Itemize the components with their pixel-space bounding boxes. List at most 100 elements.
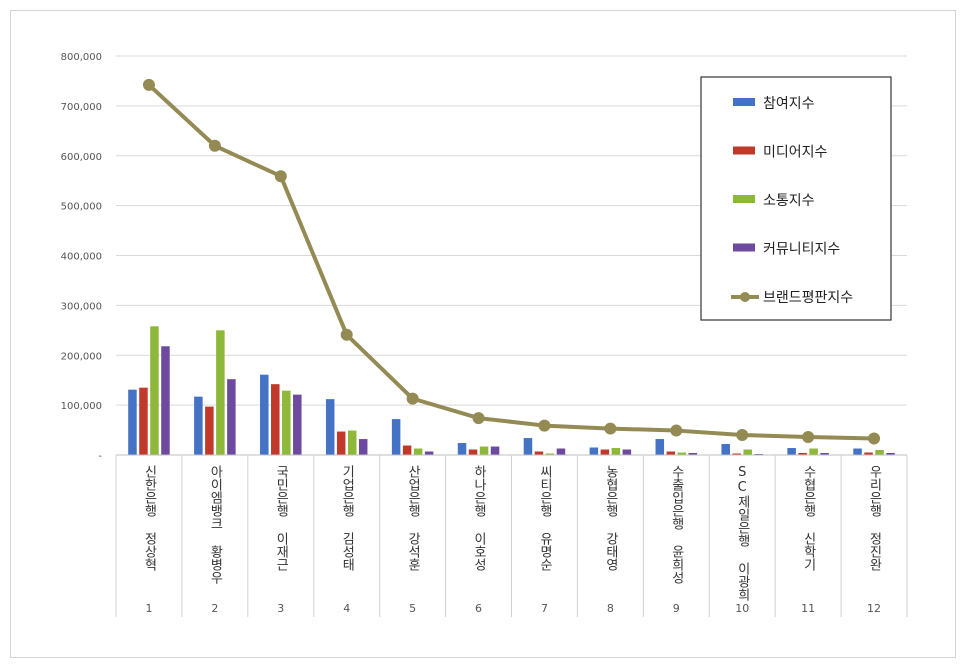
bar-커뮤니티지수 xyxy=(688,453,698,455)
gridlines xyxy=(116,55,907,406)
bar-커뮤니티지수 xyxy=(820,453,829,455)
bar-참여지수 xyxy=(457,443,467,455)
category-number: 2 xyxy=(211,602,218,615)
category-number: 12 xyxy=(867,602,881,615)
y-axis: - 100,000 200,000 300,000 400,000 500,000 600,… xyxy=(61,52,103,462)
bar-미디어지수 xyxy=(402,445,412,455)
y-tick-label: 300,000 xyxy=(61,301,102,312)
bar-커뮤니티지수 xyxy=(424,451,434,455)
bar-미디어지수 xyxy=(798,453,807,455)
chart-frame: - 100,000 200,000 300,000 400,000 500,000 600,… xyxy=(10,10,956,658)
y-tick-label: 100,000 xyxy=(61,401,102,412)
bar-참여지수 xyxy=(128,389,137,455)
legend-label: 소통지수 xyxy=(763,193,815,209)
line-point xyxy=(472,412,485,425)
line-point xyxy=(538,419,551,432)
x-axis: 신한은행 정상혁 1 아이엠뱅크 황병우 2 국민은행 이재근 3 기업은행 김성태 4 산업은… xyxy=(115,454,908,617)
line-path xyxy=(147,83,875,441)
bar-커뮤니티지수 xyxy=(358,439,368,455)
bar-소통지수 xyxy=(875,450,884,455)
bar-커뮤니티지수 xyxy=(556,448,566,455)
category-number: 1 xyxy=(145,602,152,615)
bar-소통지수 xyxy=(347,430,357,455)
line-point xyxy=(340,328,353,341)
bar-소통지수 xyxy=(611,448,621,455)
category-number: 10 xyxy=(735,602,749,615)
line-point xyxy=(274,170,287,183)
bar-미디어지수 xyxy=(534,451,544,455)
line-point xyxy=(406,392,419,405)
category-label: 기업은행 김성태 xyxy=(339,465,354,571)
category-label: 국민은행 이재근 xyxy=(273,465,288,571)
legend-box xyxy=(700,76,892,321)
bar-참여지수 xyxy=(589,447,599,455)
category-label: 하나은행 이호성 xyxy=(471,465,486,571)
bar-미디어지수 xyxy=(271,384,280,455)
y-tick-label: 800,000 xyxy=(61,52,102,63)
bar-소통지수 xyxy=(809,448,818,455)
bar-참여지수 xyxy=(655,439,665,455)
bar-소통지수 xyxy=(479,446,489,455)
category-number: 9 xyxy=(673,602,680,615)
y-tick-label: - xyxy=(98,451,102,462)
bar-참여지수 xyxy=(260,374,269,455)
brand-line-series xyxy=(142,78,881,445)
legend-label: 참여지수 xyxy=(763,96,815,112)
category-number: 7 xyxy=(541,602,548,615)
bar-참여지수 xyxy=(523,438,533,455)
bar-미디어지수 xyxy=(336,431,346,455)
legend-label: 브랜드평판지수 xyxy=(763,290,853,306)
bar-소통지수 xyxy=(545,453,555,455)
legend-marker xyxy=(740,292,750,302)
legend-swatch xyxy=(733,98,755,106)
bar-소통지수 xyxy=(216,330,225,455)
line-point xyxy=(736,429,749,442)
bar-참여지수 xyxy=(325,399,335,455)
bar-소통지수 xyxy=(282,390,291,455)
bar-커뮤니티지수 xyxy=(886,453,895,455)
y-tick-label: 700,000 xyxy=(61,102,102,113)
bar-커뮤니티지수 xyxy=(622,449,632,455)
category-number: 8 xyxy=(607,602,614,615)
y-tick-label: 400,000 xyxy=(61,252,102,263)
y-tick-label: 600,000 xyxy=(61,152,102,163)
bar-미디어지수 xyxy=(732,453,741,455)
bar-미디어지수 xyxy=(666,451,676,455)
category-label: 수협은행 신학기 xyxy=(801,465,816,571)
bar-참여지수 xyxy=(194,396,203,455)
bar-미디어지수 xyxy=(139,387,148,455)
category-number: 6 xyxy=(475,602,482,615)
legend-swatch xyxy=(733,243,755,252)
brand-reputation-chart: - 100,000 200,000 300,000 400,000 500,000 600,… xyxy=(61,52,908,617)
category-number: 4 xyxy=(343,602,350,615)
category-number: 5 xyxy=(409,602,416,615)
legend-label: 커뮤니티지수 xyxy=(763,242,840,258)
line-point xyxy=(802,431,815,444)
bar-미디어지수 xyxy=(205,406,214,455)
bars xyxy=(128,326,895,455)
bar-커뮤니티지수 xyxy=(293,394,302,455)
bar-커뮤니티지수 xyxy=(227,379,236,455)
category-label: 아이엠뱅크 황병우 xyxy=(207,465,222,584)
bar-소통지수 xyxy=(743,449,752,455)
legend-swatch xyxy=(733,195,755,203)
bar-참여지수 xyxy=(853,448,862,455)
bar-미디어지수 xyxy=(600,449,610,455)
bar-참여지수 xyxy=(721,444,730,455)
bar-커뮤니티지수 xyxy=(161,346,170,455)
category-label: 산업은행 강석훈 xyxy=(405,465,420,571)
bar-미디어지수 xyxy=(468,449,478,455)
legend-label: 미디어지수 xyxy=(763,145,828,161)
y-tick-label: 500,000 xyxy=(61,202,102,213)
line-point xyxy=(670,424,683,437)
category-number: 11 xyxy=(801,602,815,615)
category-label: SC제일은행 이광희 xyxy=(735,465,750,601)
bar-소통지수 xyxy=(150,326,159,455)
bar-미디어지수 xyxy=(864,452,873,455)
line-point xyxy=(868,432,881,445)
category-label: 농협은행 강태영 xyxy=(603,465,618,571)
bar-참여지수 xyxy=(787,448,796,455)
category-label: 씨티은행 유명순 xyxy=(537,465,552,571)
line-point xyxy=(604,422,617,435)
